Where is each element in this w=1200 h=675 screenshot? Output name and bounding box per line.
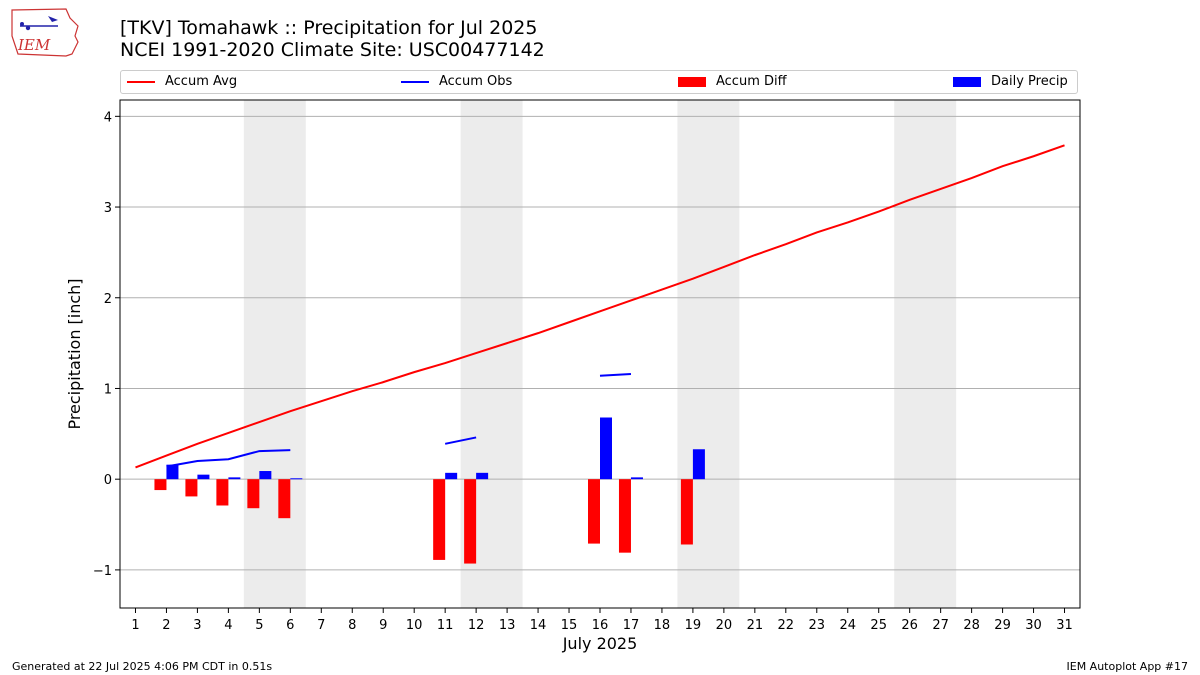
x-tick-label-2: 2 [162, 618, 170, 633]
legend: Accum Avg Accum Obs Accum Diff Daily Pre… [120, 70, 1078, 94]
x-tick-label-11: 11 [437, 618, 454, 633]
x-tick-label-1: 1 [131, 618, 139, 633]
x-tick-label-24: 24 [839, 618, 856, 633]
legend-label-daily-precip: Daily Precip [991, 74, 1068, 89]
x-tick-label-21: 21 [747, 618, 764, 633]
y-tick-label-4: 4 [104, 110, 112, 125]
x-tick-label-15: 15 [561, 618, 578, 633]
daily-precip-bar-day-5 [259, 471, 272, 480]
daily-precip-bar-day-11 [445, 472, 458, 480]
y-tick-label-1: 1 [104, 382, 112, 397]
accum-diff-bar-day-17 [618, 479, 631, 553]
chart-title: [TKV] Tomahawk :: Precipitation for Jul … [120, 17, 545, 61]
x-tick-label-14: 14 [530, 618, 547, 633]
x-tick-label-5: 5 [255, 618, 263, 633]
accum-diff-bar-day-16 [588, 479, 600, 544]
x-tick-label-27: 27 [932, 618, 949, 633]
accum-diff-bar-day-5 [247, 479, 260, 509]
accum-obs-line-segment-3 [599, 372, 632, 377]
x-tick-label-18: 18 [654, 618, 671, 633]
app-credit: IEM Autoplot App #17 [1066, 660, 1189, 673]
x-tick-label-20: 20 [716, 618, 733, 633]
x-tick-label-19: 19 [685, 618, 702, 633]
title-line-2: NCEI 1991-2020 Climate Site: USC00477142 [120, 39, 545, 61]
accum-diff-bar-day-6 [278, 479, 291, 519]
x-tick-label-16: 16 [592, 618, 609, 633]
x-tick-label-9: 9 [379, 618, 387, 633]
y-tick-label--1: −1 [93, 564, 112, 579]
x-tick-label-30: 30 [1025, 618, 1042, 633]
daily-precip-bar-day-2 [166, 464, 179, 480]
x-tick-label-7: 7 [317, 618, 325, 633]
x-tick-label-3: 3 [193, 618, 201, 633]
accum-avg-line [135, 144, 1065, 469]
y-tick-label-3: 3 [104, 201, 112, 216]
daily-precip-bar-day-3 [197, 474, 210, 480]
x-axis-label: July 2025 [562, 634, 638, 653]
x-tick-label-23: 23 [809, 618, 826, 633]
accum-obs-line-segment-2 [444, 436, 477, 445]
x-tick-label-31: 31 [1056, 618, 1073, 633]
generated-timestamp: Generated at 22 Jul 2025 4:06 PM CDT in … [12, 660, 273, 673]
x-tick-label-4: 4 [224, 618, 232, 633]
x-tick-label-6: 6 [286, 618, 294, 633]
weekend-band-4 [894, 100, 957, 608]
x-tick-label-8: 8 [348, 618, 356, 633]
title-line-1: [TKV] Tomahawk :: Precipitation for Jul … [120, 17, 538, 39]
x-tick-label-17: 17 [623, 618, 640, 633]
legend-label-accum-avg: Accum Avg [165, 74, 238, 89]
accum-diff-bar-day-4 [216, 479, 229, 506]
x-tick-label-29: 29 [994, 618, 1011, 633]
x-tick-label-10: 10 [406, 618, 423, 633]
x-tick-label-25: 25 [870, 618, 887, 633]
legend-item-accum-obs: Accum Obs [401, 74, 512, 89]
legend-swatch-daily-precip [953, 76, 981, 87]
daily-precip-bar-day-17 [630, 477, 643, 480]
daily-precip-bar-day-16 [600, 417, 612, 480]
accum-diff-bar-day-3 [185, 479, 198, 497]
x-tick-label-28: 28 [963, 618, 980, 633]
legend-item-accum-avg: Accum Avg [127, 74, 237, 89]
x-tick-label-26: 26 [901, 618, 918, 633]
daily-precip-bar-day-19 [692, 449, 705, 480]
accum-diff-bar-day-2 [154, 479, 167, 491]
legend-item-accum-diff: Accum Diff [678, 74, 787, 89]
y-axis-label: Precipitation [inch] [65, 278, 84, 429]
y-tick-label-2: 2 [104, 292, 112, 307]
accum-diff-bar-day-19 [680, 479, 693, 545]
accum-diff-bar-day-11 [433, 479, 446, 560]
logo-text: IEM [17, 36, 51, 54]
x-tick-label-13: 13 [499, 618, 516, 633]
x-tick-label-22: 22 [778, 618, 795, 633]
daily-precip-bar-day-12 [476, 472, 489, 480]
daily-precip-bar-day-4 [228, 477, 241, 480]
legend-label-accum-diff: Accum Diff [716, 74, 787, 89]
x-tick-label-12: 12 [468, 618, 485, 633]
daily-precip-bar-day-6 [290, 478, 303, 480]
legend-swatch-accum-obs [401, 80, 429, 83]
accum-diff-bar-day-12 [464, 479, 477, 564]
legend-swatch-accum-diff [678, 76, 706, 87]
legend-item-daily-precip: Daily Precip [953, 74, 1068, 89]
y-tick-label-0: 0 [104, 473, 112, 488]
weekend-band-1 [243, 100, 306, 608]
accum-obs-line-segment-1 [166, 449, 291, 468]
legend-swatch-accum-avg [127, 80, 155, 83]
iem-logo: IEM [8, 6, 80, 62]
legend-label-accum-obs: Accum Obs [439, 74, 513, 89]
iowa-state-outline: IEM [11, 8, 79, 57]
